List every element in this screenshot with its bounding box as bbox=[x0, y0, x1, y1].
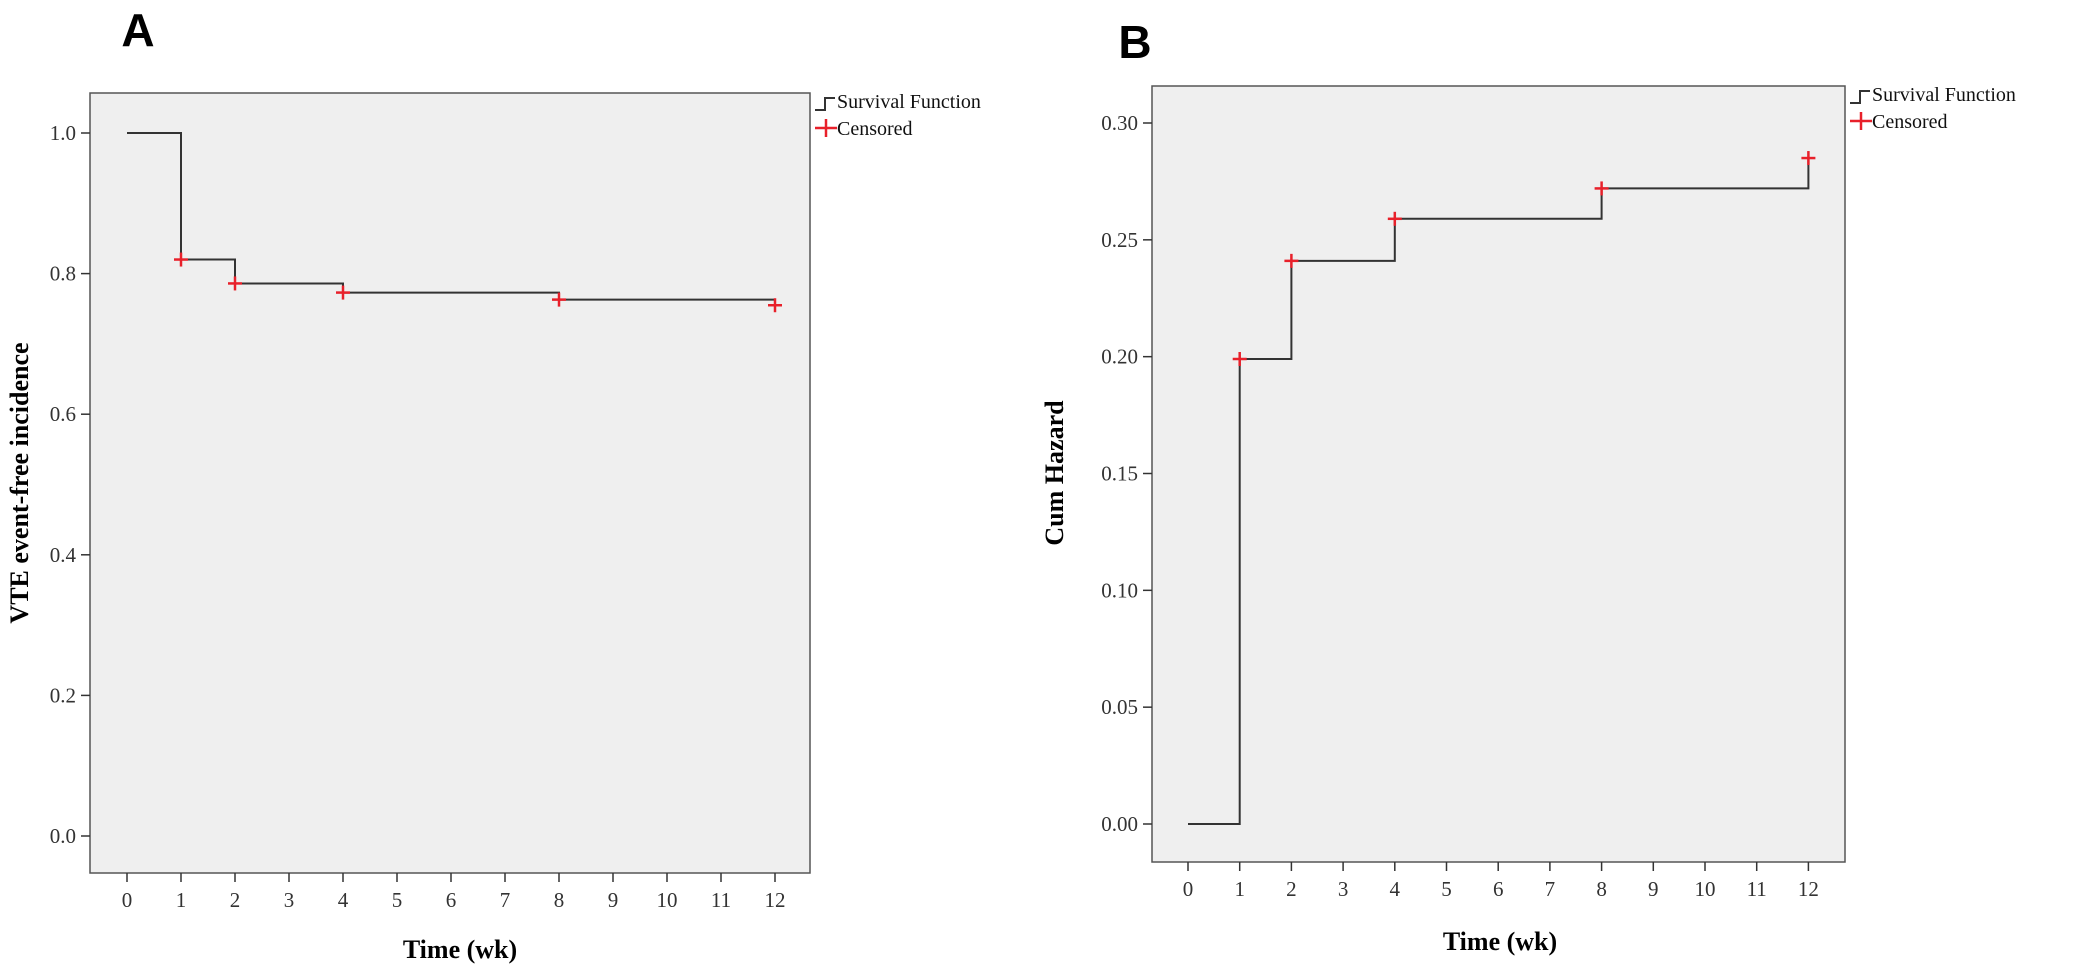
x-tick-label: 3 bbox=[1338, 877, 1349, 901]
censored-marker bbox=[1232, 352, 1247, 367]
y-tick-label: 0.15 bbox=[1101, 462, 1138, 486]
x-tick-label: 10 bbox=[657, 888, 678, 912]
y-tick-label: 0.00 bbox=[1101, 812, 1138, 836]
x-tick-label: 9 bbox=[608, 888, 619, 912]
x-tick-label: 0 bbox=[1183, 877, 1194, 901]
legend-survival-label: Survival Function bbox=[1872, 84, 2016, 106]
y-tick-label: 1.0 bbox=[50, 121, 76, 145]
panel-label: A bbox=[121, 4, 154, 56]
censored-marker bbox=[174, 252, 188, 267]
legend-censored-label: Censored bbox=[1872, 111, 1948, 133]
x-tick-label: 2 bbox=[230, 888, 241, 912]
x-tick-label: 7 bbox=[500, 888, 511, 912]
legend: Survival Function Censored bbox=[1850, 84, 2016, 133]
survival-function-line bbox=[1188, 158, 1810, 825]
legend-survival-swatch bbox=[1850, 90, 1870, 104]
y-tick-label: 0.05 bbox=[1101, 695, 1138, 719]
x-tick-label: 4 bbox=[1390, 877, 1401, 901]
censored-marker bbox=[552, 292, 566, 307]
x-axis-title: Time (wk) bbox=[1443, 927, 1557, 956]
x-tick-label: 8 bbox=[1596, 877, 1607, 901]
x-tick-label: 6 bbox=[1493, 877, 1504, 901]
censored-marker bbox=[768, 298, 782, 313]
y-tick-label: 0.2 bbox=[50, 683, 76, 707]
x-axis-title: Time (wk) bbox=[403, 935, 517, 964]
panel-a: A0 1 2 3 4 5 6 7 8 9 10 11 120.00.20.40.60.81.0Time … bbox=[5, 4, 981, 964]
x-tick-label: 0 bbox=[122, 888, 133, 912]
x-tick-label: 5 bbox=[1441, 877, 1452, 901]
x-tick-label: 5 bbox=[392, 888, 403, 912]
survival-function-line bbox=[127, 132, 776, 306]
censored-marker bbox=[1284, 253, 1299, 268]
y-tick-label: 0.4 bbox=[50, 543, 77, 567]
x-tick-label: 2 bbox=[1286, 877, 1297, 901]
y-tick-label: 0.25 bbox=[1101, 228, 1138, 252]
censored-marker bbox=[1387, 211, 1402, 226]
x-tick-label: 6 bbox=[446, 888, 457, 912]
x-tick-label: 9 bbox=[1648, 877, 1659, 901]
legend-survival-swatch bbox=[815, 97, 835, 111]
legend: Survival Function Censored bbox=[815, 91, 981, 140]
x-tick-label: 1 bbox=[176, 888, 187, 912]
censored-marker bbox=[1801, 151, 1816, 166]
y-tick-label: 0.30 bbox=[1101, 111, 1138, 135]
x-tick-label: 11 bbox=[711, 888, 731, 912]
panel-label: B bbox=[1118, 16, 1151, 68]
x-tick-label: 10 bbox=[1695, 877, 1716, 901]
x-tick-label: 7 bbox=[1545, 877, 1556, 901]
x-tick-label: 4 bbox=[338, 888, 349, 912]
legend-survival-label: Survival Function bbox=[837, 91, 981, 113]
y-tick-label: 0.8 bbox=[50, 262, 76, 286]
x-tick-label: 8 bbox=[554, 888, 565, 912]
y-tick-label: 0.10 bbox=[1101, 578, 1138, 602]
x-tick-label: 3 bbox=[284, 888, 295, 912]
censored-marker bbox=[336, 285, 350, 300]
censored-marker bbox=[1594, 181, 1609, 196]
y-tick-label: 0.6 bbox=[50, 402, 76, 426]
x-tick-label: 12 bbox=[1798, 877, 1819, 901]
censored-marker bbox=[228, 276, 242, 291]
y-tick-label: 0.0 bbox=[50, 824, 76, 848]
legend-censored-label: Censored bbox=[837, 118, 913, 140]
x-tick-label: 11 bbox=[1747, 877, 1767, 901]
panel-b: B0 1 2 3 4 5 6 7 8 9 10 11 120.000.050.100.150.200.2… bbox=[1040, 16, 2016, 956]
y-axis-title: VTE event-free incidence bbox=[5, 342, 34, 623]
plot-area bbox=[89, 92, 811, 874]
y-axis-title: Cum Hazard bbox=[1040, 400, 1069, 546]
plot-area bbox=[1151, 85, 1846, 863]
x-tick-label: 1 bbox=[1234, 877, 1245, 901]
y-tick-label: 0.20 bbox=[1101, 345, 1138, 369]
x-tick-label: 12 bbox=[765, 888, 786, 912]
